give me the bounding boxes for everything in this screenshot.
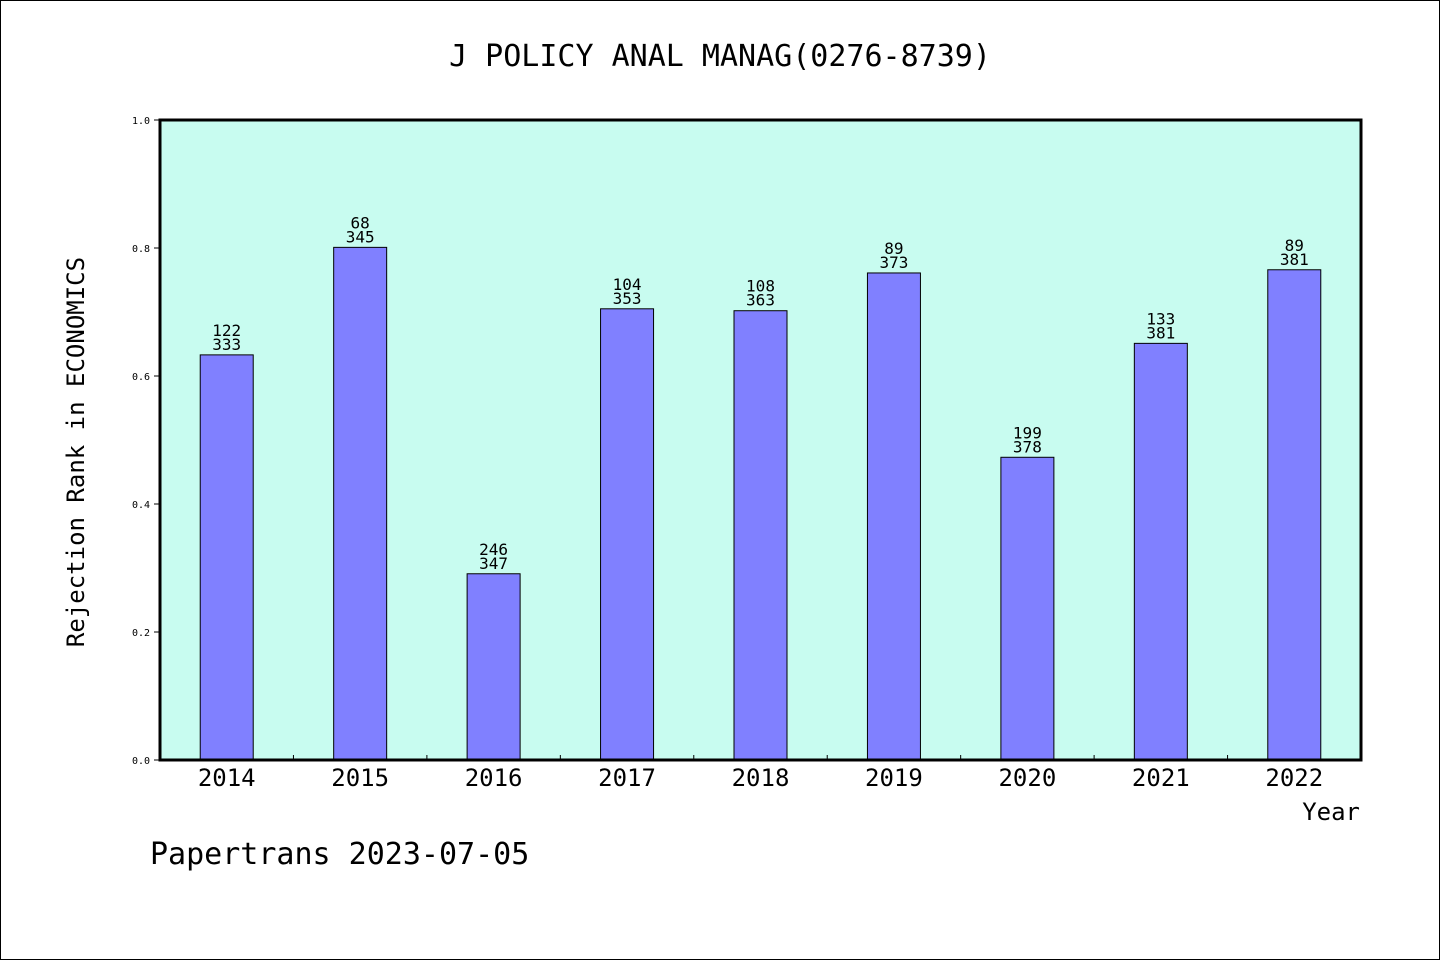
bar-2017 (600, 308, 655, 761)
y-tick-label: 0.8 (132, 244, 150, 255)
bar-label-top: 108 (746, 277, 775, 296)
x-tick-label: 2017 (598, 764, 656, 792)
bar-label-top: 122 (212, 321, 241, 340)
bar-2014 (199, 354, 254, 761)
bar-2015 (333, 246, 388, 761)
y-axis-ticks: 0.0 0.2 0.4 0.6 0.8 1.0 (132, 116, 160, 767)
bar-label-bottom: 378 (1013, 437, 1042, 456)
bar-label-top: 89 (884, 239, 903, 258)
y-tick-label: 1.0 (132, 116, 150, 127)
bar-2022 (1267, 269, 1322, 761)
plot-border (158, 118, 1363, 762)
chart-title: J POLICY ANAL MANAG(0276-8739) (449, 39, 991, 74)
bar-labels-group: 1223336834524634710435310836389373199378… (212, 213, 1308, 572)
y-tick-label: 0.6 (132, 372, 150, 383)
bar-label-top: 68 (351, 213, 370, 232)
bar-2019 (866, 272, 921, 761)
y-axis-label: Rejection Rank in ECONOMICS (62, 257, 90, 647)
bar-2020 (1000, 456, 1055, 761)
x-tick-label: 2015 (331, 764, 389, 792)
bar-label-bottom: 373 (879, 253, 908, 272)
footer-text: Papertrans 2023-07-05 (150, 837, 529, 872)
x-tick-label: 2016 (465, 764, 523, 792)
bar-label-top: 199 (1013, 423, 1042, 442)
bar-label-bottom: 363 (746, 291, 775, 310)
bar-label-bottom: 381 (1146, 323, 1175, 342)
x-axis-label: Year (1302, 798, 1360, 826)
x-axis-ticks: 2014 2015 2016 2017 2018 2019 2020 2021 2022 (198, 755, 1323, 792)
x-tick-label: 2014 (198, 764, 256, 792)
bar-label-bottom: 353 (613, 289, 642, 308)
bar-label-bottom: 333 (212, 335, 241, 354)
x-tick-label: 2019 (865, 764, 923, 792)
bar-label-top: 246 (479, 540, 508, 559)
bars-group (199, 246, 1322, 761)
bar-2018 (733, 310, 788, 761)
bar-label-bottom: 381 (1280, 250, 1309, 269)
bar-label-top: 133 (1146, 309, 1175, 328)
y-tick-label: 0.4 (132, 500, 150, 511)
x-tick-label: 2018 (732, 764, 790, 792)
y-tick-label: 0.2 (132, 628, 150, 639)
bar-label-bottom: 347 (479, 554, 508, 573)
bar-2021 (1133, 342, 1188, 761)
bar-label-top: 104 (613, 275, 642, 294)
y-tick-label: 0.0 (132, 756, 150, 767)
bar-label-bottom: 345 (346, 227, 375, 246)
bar-2016 (466, 573, 521, 761)
x-tick-label: 2020 (998, 764, 1056, 792)
x-tick-label: 2021 (1132, 764, 1190, 792)
bar-label-top: 89 (1285, 236, 1304, 255)
x-tick-label: 2022 (1265, 764, 1323, 792)
